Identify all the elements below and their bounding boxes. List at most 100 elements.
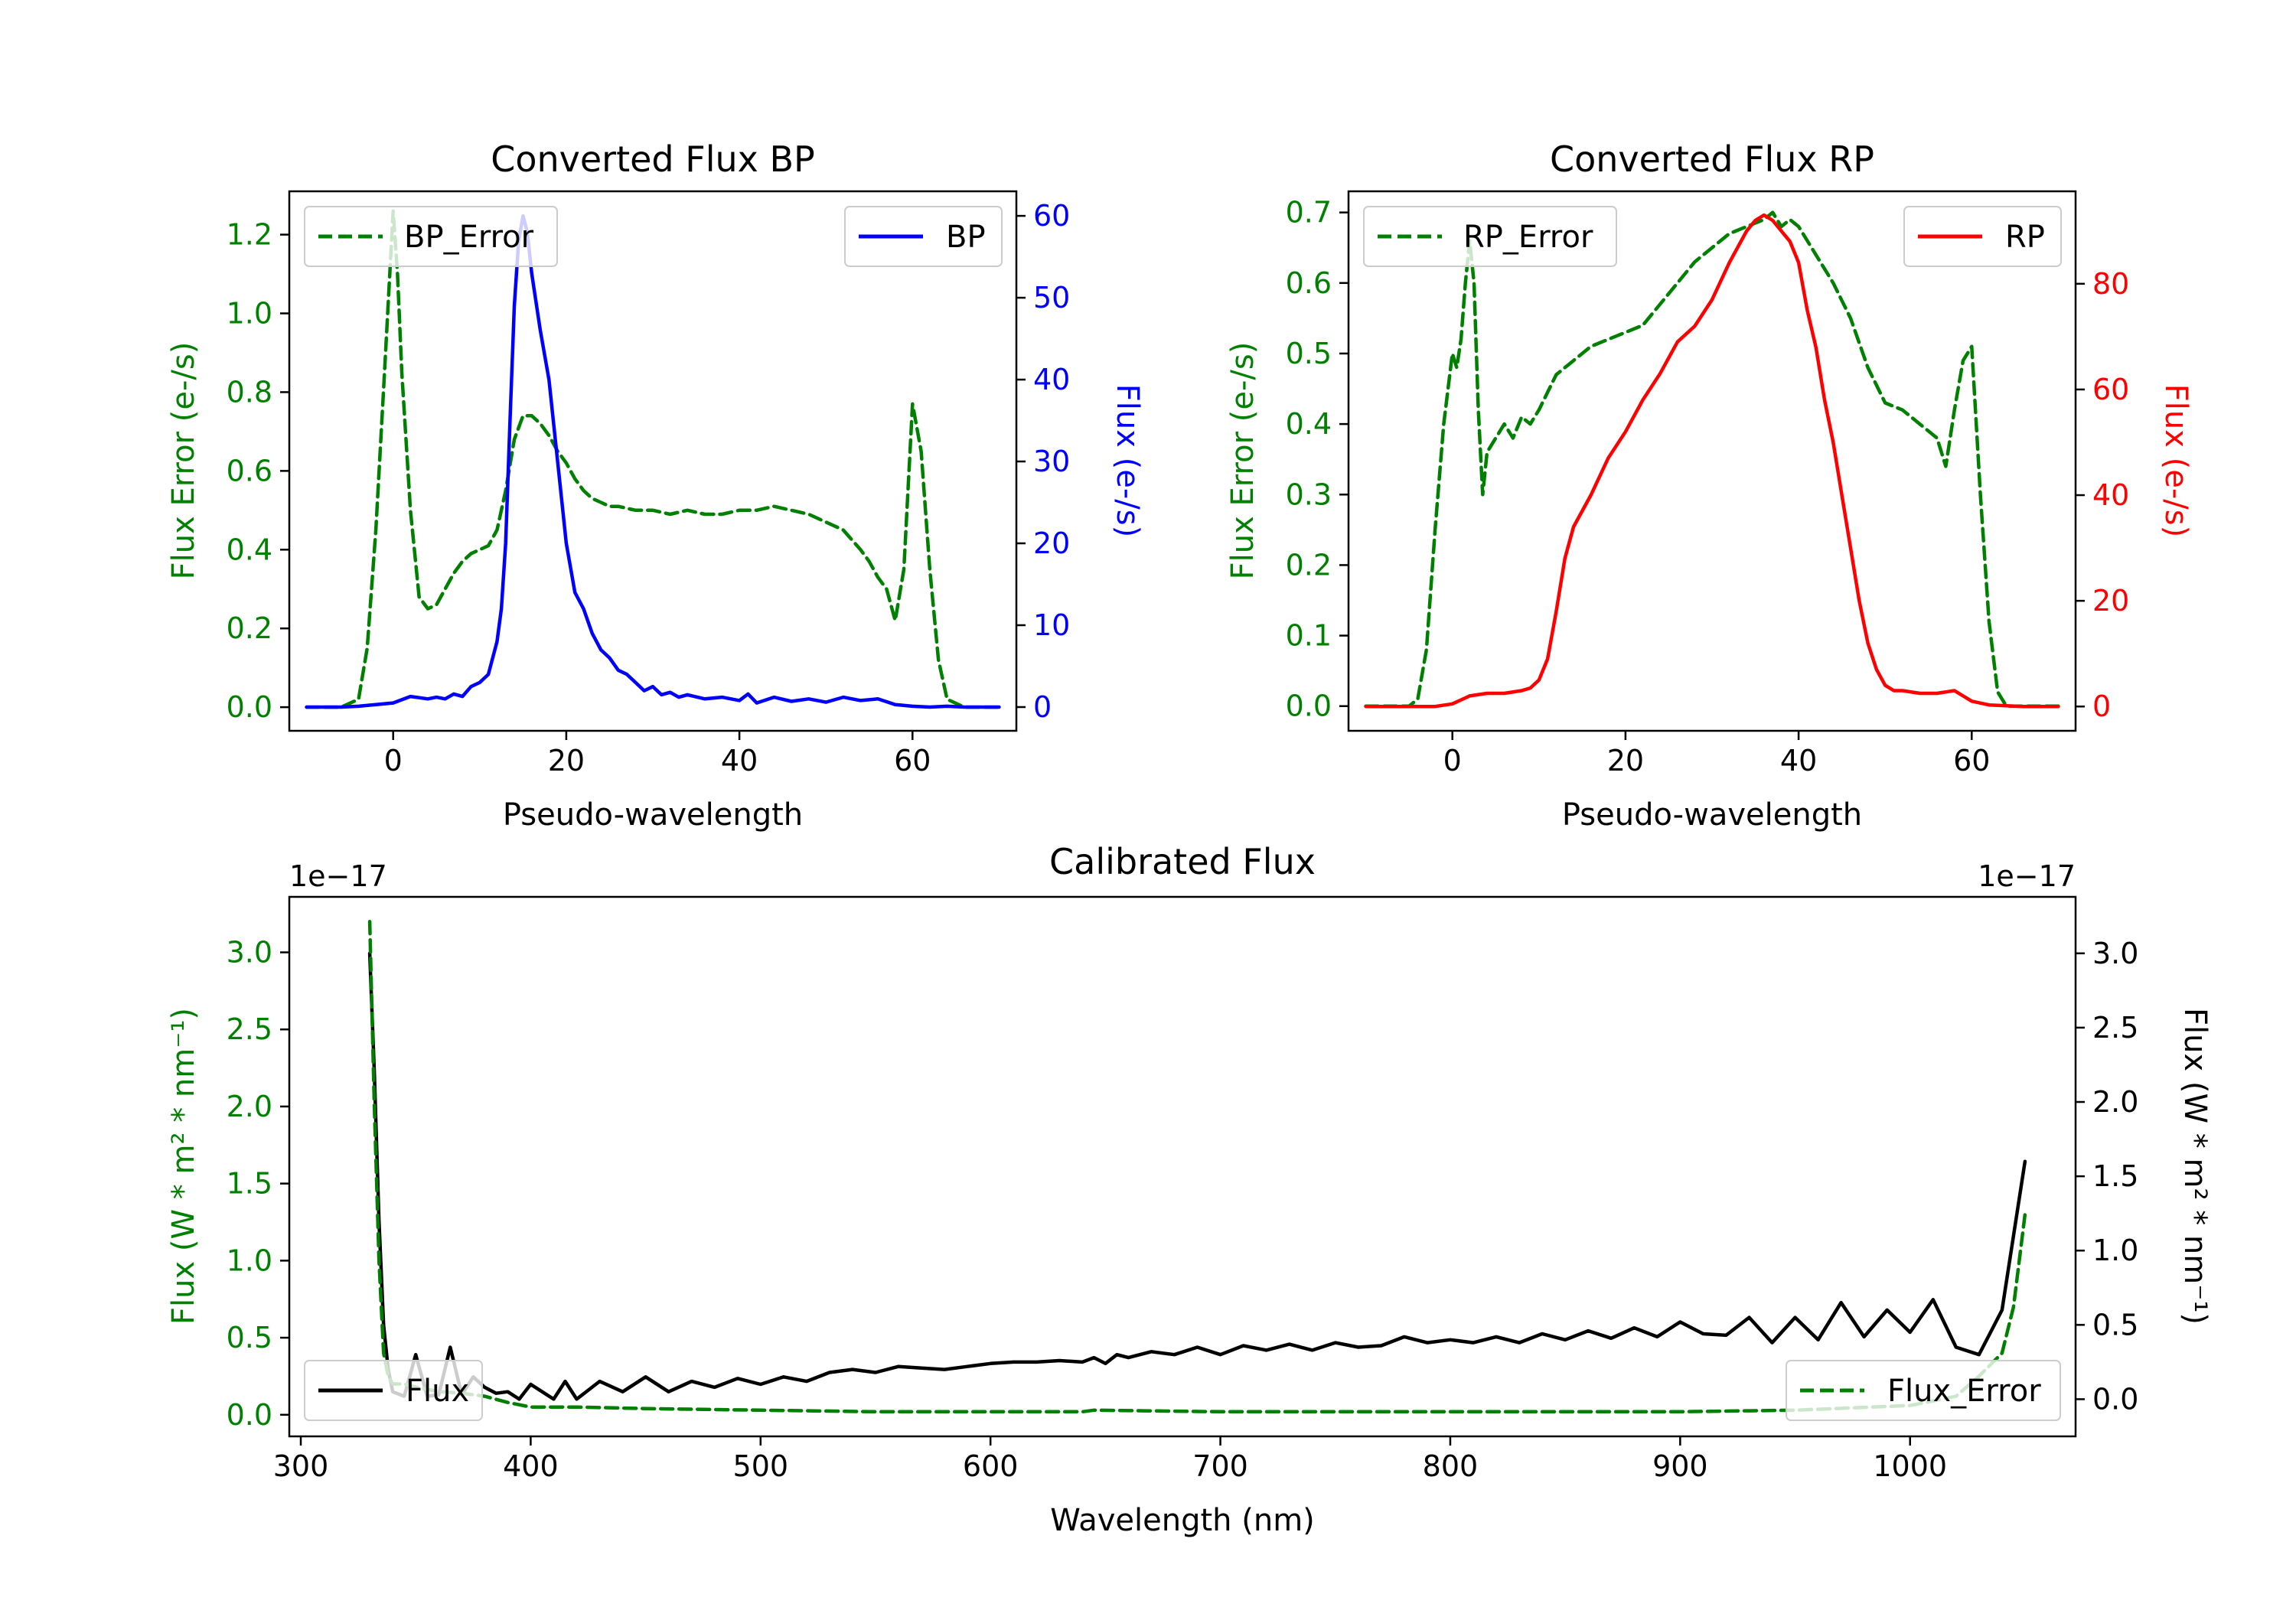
rp-right-axis-label: Flux (e-/s) bbox=[2158, 384, 2193, 537]
bp-left-tick-label: 1.2 bbox=[227, 218, 272, 252]
rp-legend-box bbox=[1903, 206, 2062, 267]
cal-x-tick-label: 300 bbox=[273, 1449, 329, 1483]
cal-x-tick-label: 900 bbox=[1652, 1449, 1708, 1483]
rp-legend: RP bbox=[1903, 206, 2062, 267]
bp-series-bp bbox=[305, 214, 1001, 709]
cal-right-tick-label: 0.0 bbox=[2092, 1382, 2138, 1416]
calibrated-flux-legend-box bbox=[304, 1360, 483, 1421]
rp-series-rp bbox=[1364, 213, 2060, 709]
cal-x-tick-label: 700 bbox=[1192, 1449, 1248, 1483]
calibrated-flux-legend: Flux bbox=[304, 1360, 483, 1421]
cal-x-tick-label: 800 bbox=[1423, 1449, 1479, 1483]
rp-x-ticks: 0 20 40 60 bbox=[1443, 731, 1990, 777]
rp-left-tick-label: 0.3 bbox=[1286, 478, 1332, 511]
cal-x-tick-label: 600 bbox=[963, 1449, 1019, 1483]
calibrated-left-ticks: 0.0 0.5 1.0 1.5 2.0 2.5 3.0 bbox=[227, 936, 289, 1432]
bp-x-label: Pseudo-wavelength bbox=[503, 797, 803, 833]
rp-x-tick-label: 60 bbox=[1953, 744, 1990, 777]
cal-right-tick-label: 0.5 bbox=[2092, 1308, 2138, 1341]
bp-x-tick-label: 0 bbox=[384, 744, 403, 777]
calibrated-right-offset: 1e−17 bbox=[1978, 859, 2076, 893]
rp-error-legend: RP_Error bbox=[1363, 206, 1617, 267]
cal-right-tick-label: 1.0 bbox=[2092, 1234, 2138, 1267]
calibrated-left-axis-label: Flux (W * m² * nm⁻¹) bbox=[166, 1008, 201, 1325]
calibrated-left-offset: 1e−17 bbox=[289, 859, 387, 893]
bp-right-ticks: 0 10 20 30 40 50 60 bbox=[1016, 199, 1070, 724]
cal-right-tick-label: 3.0 bbox=[2092, 937, 2138, 970]
calibrated-flux-legend-label: Flux bbox=[406, 1374, 469, 1409]
bp-x-tick-label: 40 bbox=[721, 744, 758, 777]
rp-x-tick-label: 20 bbox=[1607, 744, 1644, 777]
rp-left-tick-label: 0.7 bbox=[1286, 196, 1332, 230]
calibrated-x-ticks: 300 400 500 600 700 800 900 1000 bbox=[273, 1436, 1947, 1483]
rp-right-tick-label: 0 bbox=[2092, 689, 2111, 723]
cal-right-tick-label: 1.5 bbox=[2092, 1159, 2138, 1193]
bp-error-legend: BP_Error bbox=[304, 206, 558, 267]
cal-left-tick-label: 2.5 bbox=[227, 1012, 272, 1046]
cal-x-tick-label: 400 bbox=[503, 1449, 559, 1483]
bp-right-tick-label: 10 bbox=[1033, 608, 1070, 642]
bp-left-tick-label: 0.8 bbox=[227, 375, 272, 409]
rp-left-tick-label: 0.4 bbox=[1286, 407, 1332, 441]
bp-error-legend-box bbox=[304, 206, 558, 267]
rp-left-tick-label: 0.6 bbox=[1286, 266, 1332, 300]
rp-legend-label: RP bbox=[2005, 220, 2045, 255]
rp-left-ticks: 0.0 0.1 0.2 0.3 0.4 0.5 0.6 0.7 bbox=[1286, 196, 1349, 723]
calibrated-error-legend-label: Flux_Error bbox=[1887, 1374, 2041, 1409]
rp-right-ticks: 0 20 40 60 80 bbox=[2076, 267, 2129, 723]
bp-left-tick-label: 0.0 bbox=[227, 690, 272, 724]
calibrated-x-label: Wavelength (nm) bbox=[1050, 1503, 1315, 1538]
bp-left-tick-label: 1.0 bbox=[227, 297, 272, 331]
bp-panel: Converted Flux BP 0 20 40 60 0.00.20.40.60.… bbox=[166, 139, 1145, 833]
rp-right-tick-label: 20 bbox=[2092, 584, 2129, 618]
rp-left-tick-label: 0.2 bbox=[1286, 548, 1332, 582]
bp-legend-box bbox=[844, 206, 1003, 267]
calibrated-title: Calibrated Flux bbox=[1049, 841, 1316, 882]
bp-left-axis-label: Flux Error (e-/s) bbox=[166, 342, 201, 580]
rp-error-legend-label: RP_Error bbox=[1463, 220, 1593, 255]
bp-right-tick-label: 0 bbox=[1033, 690, 1052, 724]
bp-legend: BP bbox=[844, 206, 1003, 267]
cal-left-tick-label: 2.0 bbox=[227, 1090, 272, 1123]
bp-right-tick-label: 40 bbox=[1033, 363, 1070, 396]
calibrated-error-legend: Flux_Error bbox=[1786, 1360, 2061, 1421]
rp-right-tick-label: 60 bbox=[2092, 373, 2129, 406]
rp-left-tick-label: 0.5 bbox=[1286, 337, 1332, 370]
cal-left-tick-label: 0.0 bbox=[227, 1398, 272, 1432]
calibrated-right-ticks: 0.0 0.5 1.0 1.5 2.0 2.5 3.0 bbox=[2076, 937, 2138, 1416]
bp-left-tick-label: 0.2 bbox=[227, 611, 272, 645]
rp-right-tick-label: 80 bbox=[2092, 267, 2129, 301]
bp-left-tick-label: 0.6 bbox=[227, 454, 272, 487]
rp-x-label: Pseudo-wavelength bbox=[1562, 797, 1862, 833]
rp-frame bbox=[1347, 190, 2077, 732]
rp-panel: Converted Flux RP 0 20 40 60 0.00.10.20.30.… bbox=[1225, 139, 2193, 833]
cal-left-tick-label: 1.0 bbox=[227, 1244, 272, 1277]
bp-error-legend-label: BP_Error bbox=[404, 220, 534, 255]
bp-right-tick-label: 30 bbox=[1033, 445, 1070, 478]
rp-left-tick-label: 0.0 bbox=[1286, 689, 1332, 723]
rp-left-tick-label: 0.1 bbox=[1286, 619, 1332, 653]
cal-right-tick-label: 2.5 bbox=[2092, 1011, 2138, 1045]
rp-x-tick-label: 0 bbox=[1443, 744, 1462, 777]
cal-series-flux bbox=[367, 951, 2027, 1401]
bp-legend-label: BP bbox=[946, 220, 986, 255]
bp-right-tick-label: 20 bbox=[1033, 526, 1070, 560]
bp-x-tick-label: 20 bbox=[548, 744, 585, 777]
bp-plot-area bbox=[305, 209, 1001, 709]
calibrated-panel: Calibrated Flux 1e−17 1e−17 300 400 500 600… bbox=[166, 841, 2213, 1538]
rp-x-tick-label: 40 bbox=[1780, 744, 1817, 777]
rp-title: Converted Flux RP bbox=[1550, 139, 1874, 180]
cal-left-tick-label: 0.5 bbox=[227, 1321, 272, 1354]
bp-x-ticks: 0 20 40 60 bbox=[384, 731, 931, 777]
cal-x-tick-label: 500 bbox=[733, 1449, 789, 1483]
rp-left-axis-label: Flux Error (e-/s) bbox=[1225, 342, 1261, 580]
bp-title: Converted Flux BP bbox=[491, 139, 815, 180]
bp-left-tick-label: 0.4 bbox=[227, 533, 272, 566]
bp-left-ticks: 0.0 0.2 0.4 0.6 0.8 1.0 1.2 bbox=[227, 218, 289, 724]
cal-left-tick-label: 1.5 bbox=[227, 1167, 272, 1201]
rp-right-tick-label: 40 bbox=[2092, 478, 2129, 512]
cal-left-tick-label: 3.0 bbox=[227, 936, 272, 970]
bp-x-tick-label: 60 bbox=[894, 744, 931, 777]
calibrated-right-axis-label: Flux (W * m² * nm⁻¹) bbox=[2177, 1008, 2213, 1325]
